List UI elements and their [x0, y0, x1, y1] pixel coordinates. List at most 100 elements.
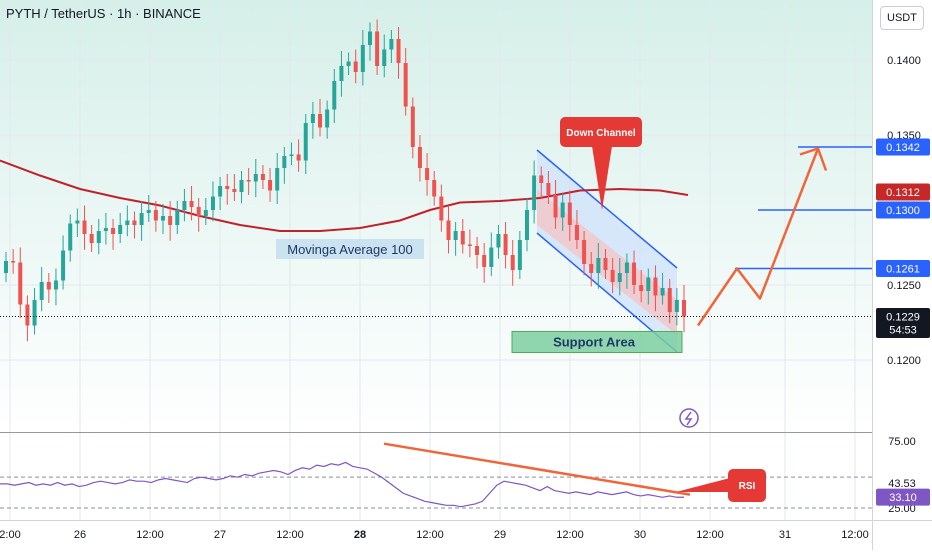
time-axis-tick: 28 [354, 529, 366, 541]
time-axis-tick: 12:00 [276, 529, 304, 541]
candle-body [82, 220, 87, 234]
price-tag [876, 138, 930, 156]
candle-body [646, 277, 651, 291]
candle-body [296, 154, 301, 161]
candle-body [246, 180, 251, 182]
candle-body [260, 174, 265, 180]
candle-body [46, 282, 51, 290]
candle-body [617, 273, 622, 282]
moving-average-100-path [0, 159, 689, 232]
candle-body [610, 270, 615, 282]
candle-body [253, 174, 258, 182]
candle-body [475, 246, 480, 255]
candle-body [503, 234, 508, 255]
candle-body [389, 39, 394, 50]
candle-body [39, 282, 44, 300]
candle-body [332, 81, 337, 110]
candle-body [189, 201, 194, 207]
price-pane-background [0, 0, 872, 432]
candle-body [118, 225, 123, 234]
rsi-pane-background [0, 433, 872, 520]
candle-body [639, 285, 644, 291]
candle-body [310, 114, 315, 123]
price-tag-value: 0.1229 [886, 312, 920, 324]
moving-average-label: Movinga Average 100 [287, 242, 413, 257]
price-tag-value: 0.1342 [886, 142, 920, 154]
candle-body [103, 228, 108, 231]
candle-body [353, 61, 358, 72]
candlestick-series [0, 19, 872, 342]
time-axis-tick: 12:00 [416, 529, 444, 541]
projection-path [696, 148, 820, 327]
resistance-level-lines [735, 146, 872, 270]
price-tag-value: 0.1261 [886, 264, 920, 276]
candle-body [553, 195, 558, 218]
time-axis-tick: 12:00 [136, 529, 164, 541]
candle-body [667, 288, 672, 312]
candle-body [232, 189, 237, 192]
time-axis-tick: 31 [779, 529, 791, 541]
candle-body [239, 180, 244, 192]
time-axis-tick: 12:00 [696, 529, 724, 541]
price-tag-value: 0.1300 [886, 205, 920, 217]
time-axis-tick: 30 [634, 529, 646, 541]
support-area-label: Support Area [553, 335, 636, 350]
candle-body [567, 202, 572, 225]
candle-body [367, 31, 372, 45]
price-tag-value: 0.1312 [886, 187, 920, 199]
candle-body [582, 240, 587, 264]
candle-body [175, 210, 180, 225]
candle-body [89, 234, 94, 243]
candle-body [18, 262, 23, 305]
candle-body [467, 244, 472, 246]
candle-body [275, 168, 280, 191]
candle-body [524, 210, 529, 240]
candle-body [432, 180, 437, 197]
candle-body [417, 147, 422, 168]
candle-body [96, 231, 101, 243]
currency-unit-button[interactable]: USDT [880, 6, 924, 30]
candle-body [11, 261, 16, 263]
candle-body [32, 300, 37, 326]
support-area: Support Area [511, 331, 683, 353]
candle-body [410, 106, 415, 147]
candle-body [489, 247, 494, 267]
candle-body [303, 123, 308, 161]
price-tag-countdown: 54:53 [889, 325, 917, 337]
candle-body [596, 258, 601, 273]
rsi-value-tag [876, 488, 930, 506]
candle-body [653, 277, 658, 296]
chart-title: PYTH / TetherUS · 1h · BINANCE [6, 6, 201, 21]
price-tag [876, 260, 930, 277]
candle-body [61, 250, 66, 281]
rsi-line [0, 461, 684, 508]
candle-body [546, 183, 551, 195]
candle-body [539, 175, 544, 183]
candle-body [53, 280, 58, 290]
price-axis-tick: 0.1250 [887, 280, 921, 292]
moving-average-100-line [0, 159, 689, 232]
candle-body [203, 210, 208, 216]
candle-body [161, 216, 166, 221]
price-axis-tick: 0.1400 [887, 55, 921, 67]
projection-arrow [696, 147, 828, 327]
candle-body [632, 262, 637, 285]
candle-body [153, 210, 158, 221]
candle-body [589, 264, 594, 273]
candle-body [510, 255, 515, 270]
candle-body [482, 255, 487, 267]
time-axis-tick: 29 [494, 529, 506, 541]
candle-body [496, 234, 501, 248]
candle-body [560, 202, 565, 218]
rsi-callout [728, 469, 766, 502]
rsi-callout-pointer [676, 478, 730, 492]
candle-body [282, 156, 287, 168]
candle-body [624, 262, 629, 273]
candle-body [674, 300, 679, 312]
down-channel-callout-pointer [592, 146, 612, 210]
candle-body [339, 66, 344, 81]
down-channel-label: Down Channel [566, 128, 636, 139]
